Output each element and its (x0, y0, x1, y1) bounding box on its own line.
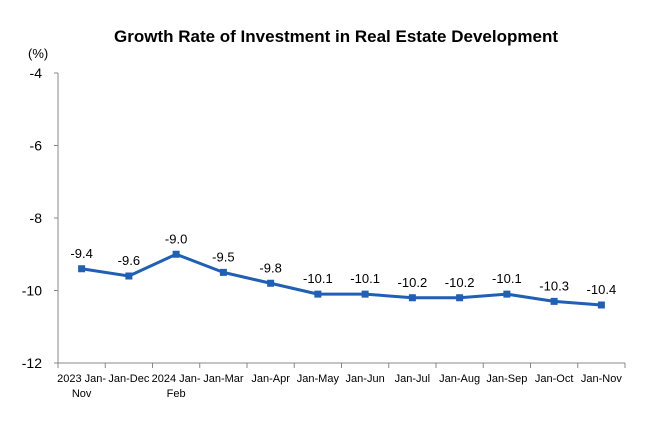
data-label: -10.4 (587, 282, 617, 297)
x-tick-label: 2024 Jan-Feb (152, 373, 201, 400)
x-tick-label: Jan-Aug (439, 373, 480, 385)
data-point (314, 290, 322, 298)
x-tick-label: Jan-Dec (108, 373, 149, 385)
data-point (172, 250, 180, 258)
data-point (78, 265, 86, 273)
data-label: -10.3 (539, 278, 569, 293)
y-tick-label: -8 (30, 210, 43, 226)
chart-title: Growth Rate of Investment in Real Estate… (114, 27, 558, 46)
series-line (81, 252, 602, 307)
x-tick-label: Jan-Nov (581, 373, 622, 385)
axes (54, 72, 626, 368)
data-point (597, 301, 605, 309)
x-tick-label: Jan-Apr (251, 373, 290, 385)
x-tick-label: Jan-Jun (346, 373, 385, 385)
y-tick-label: -4 (30, 65, 43, 81)
data-labels: -9.4 -9.6 -9.0 -9.5 -9.8 -10.1 -10.1 -10.2 -10.2… (70, 231, 616, 297)
data-label: -9.4 (70, 246, 92, 261)
series-group (78, 250, 605, 309)
y-tick-label: -12 (22, 355, 42, 371)
x-tick-label: 2023 Jan-Nov (57, 373, 106, 400)
data-point (550, 297, 558, 305)
y-tick-label: -10 (22, 283, 42, 299)
x-tick-label: Jan-Oct (535, 373, 574, 385)
data-point (408, 294, 416, 302)
data-label: -10.2 (398, 275, 428, 290)
data-label: -9.5 (212, 249, 234, 264)
x-tick-label: Jan-Jul (395, 373, 430, 385)
data-label: -10.2 (445, 275, 475, 290)
data-point (503, 290, 511, 298)
data-point (125, 272, 133, 280)
data-point (456, 294, 464, 302)
y-axis-ticks: -4 -6 -8 -10 -12 (22, 65, 42, 371)
data-label: -9.6 (118, 253, 140, 268)
data-label: -9.0 (165, 231, 187, 246)
y-tick-label: -6 (30, 138, 43, 154)
data-label: -10.1 (492, 271, 522, 286)
data-point (219, 268, 227, 276)
x-tick-label: Jan-Sep (486, 373, 527, 385)
data-point (361, 290, 369, 298)
x-tick-label: Jan-Mar (203, 373, 244, 385)
data-label: -9.8 (259, 260, 281, 275)
data-label: -10.1 (303, 271, 333, 286)
x-tick-label: Jan-May (297, 373, 340, 385)
data-point (267, 279, 275, 287)
y-axis-unit: (%) (28, 46, 48, 61)
data-label: -10.1 (350, 271, 380, 286)
